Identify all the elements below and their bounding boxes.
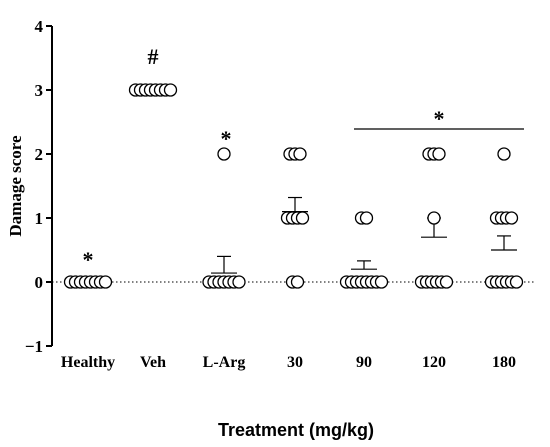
data-point (293, 147, 307, 161)
data-point (427, 211, 441, 225)
x-category-label: 180 (492, 354, 516, 371)
x-axis-label: Treatment (mg/kg) (218, 420, 374, 440)
significance-mark: * (221, 126, 232, 151)
x-category-label: Healthy (61, 354, 115, 371)
significance-mark: * (83, 247, 94, 272)
data-point (439, 275, 454, 289)
data-points (63, 83, 524, 289)
data-point (217, 147, 231, 161)
x-category-label: 120 (422, 354, 446, 371)
y-tick-label: 4 (35, 17, 44, 36)
y-tick-label: 0 (35, 273, 44, 292)
significance-mark: * (434, 106, 445, 131)
x-category-label: Veh (140, 354, 166, 371)
data-point (504, 211, 519, 225)
x-category-label: L-Arg (203, 354, 246, 371)
x-category-label: 90 (356, 354, 372, 371)
data-point (359, 211, 374, 225)
data-point (374, 275, 389, 289)
y-tick-label: −1 (25, 337, 43, 356)
y-tick-label: 2 (35, 145, 44, 164)
error-bars (75, 89, 517, 283)
data-point (163, 83, 178, 97)
data-point (295, 211, 310, 225)
y-axis-label: Damage score (6, 135, 25, 237)
y-tick-label: 1 (35, 209, 44, 228)
data-point (497, 147, 511, 161)
significance-mark: # (148, 44, 159, 69)
x-category-label: 30 (287, 354, 303, 371)
data-point (98, 275, 113, 289)
data-point (290, 275, 305, 289)
data-point (232, 275, 246, 289)
significance-annotations: * # * * (83, 44, 524, 272)
data-point (509, 275, 524, 289)
y-tick-label: 3 (35, 81, 44, 100)
data-point (432, 147, 446, 161)
axes: −1 0 1 2 3 4 Healthy Veh L-Arg 30 90 120 180 (25, 17, 516, 371)
